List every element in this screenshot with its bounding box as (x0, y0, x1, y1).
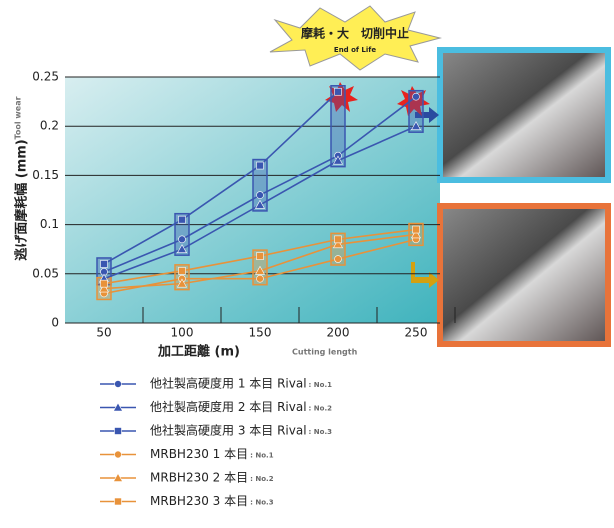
banner-sub: End of Life (334, 46, 376, 54)
legend-marker (114, 380, 122, 388)
point (176, 278, 188, 288)
point (410, 229, 422, 239)
legend-marker (114, 450, 122, 459)
point (178, 267, 186, 275)
point (332, 155, 344, 165)
point (412, 92, 420, 101)
legend-marker (112, 402, 124, 412)
legend-note: : No.3 (309, 428, 333, 436)
legend-marker (114, 427, 122, 435)
point (100, 279, 108, 288)
legend-label: MRBH230 2 本目 (150, 471, 248, 485)
point (176, 244, 188, 253)
point (178, 215, 186, 224)
legend-note: : No.1 (309, 381, 333, 389)
legend-note: : No.3 (250, 499, 274, 507)
y-tick-label: 0.2 (40, 119, 59, 133)
point (256, 252, 264, 260)
legend-note: : No.2 (250, 475, 274, 483)
legend-note: : No.2 (309, 405, 333, 413)
x-tick-label: 200 (327, 326, 350, 340)
x-tick-label: 50 (96, 326, 111, 340)
arrow (411, 262, 439, 288)
legend-marker (114, 497, 122, 506)
x-axis-label: 加工距離 (m) (157, 344, 240, 360)
group-box (408, 89, 424, 133)
series-line (103, 91, 339, 265)
group-box (174, 212, 190, 256)
point (256, 161, 264, 170)
legend-marker (112, 472, 124, 482)
x-axis-label-en: Cutting length (292, 348, 358, 357)
point (334, 87, 342, 96)
legend-label: 他社製高硬度用 3 本目 Rival (150, 423, 307, 438)
arrow (415, 107, 439, 123)
point (254, 199, 266, 209)
group-box (252, 158, 268, 212)
point (256, 274, 264, 283)
y-axis-label: 逃げ面摩耗幅 (mm) (14, 139, 30, 261)
point (100, 260, 108, 268)
point (178, 235, 186, 244)
y-tick-label: 0 (51, 316, 59, 330)
y-tick-label: 0.1 (40, 217, 59, 231)
banner: 摩耗・大 切削中止 (301, 26, 409, 41)
photo-mrbh (437, 203, 611, 347)
y-tick-label: 0.05 (32, 266, 59, 280)
legend-label: 他社製高硬度用 2 本目 Rival (150, 399, 307, 414)
x-tick-label: 250 (405, 326, 428, 340)
y-tick-label: 0.25 (32, 70, 59, 84)
point (334, 255, 342, 263)
point (256, 191, 264, 199)
point (98, 283, 110, 293)
legend-label: MRBH230 1 本目 (150, 447, 248, 461)
point (410, 121, 422, 130)
point (332, 239, 344, 249)
legend-label: 他社製高硬度用 1 本目 Rival (150, 376, 307, 391)
x-tick-label: 100 (171, 326, 194, 340)
burst (325, 82, 358, 112)
x-tick-label: 150 (249, 326, 272, 340)
banner-shape (269, 5, 442, 71)
legend-label: MRBH230 3 本目 (150, 494, 248, 508)
legend-note: : No.1 (250, 452, 274, 460)
group-box (330, 85, 346, 168)
point (254, 265, 266, 275)
point (412, 225, 420, 234)
y-tick-label: 0.15 (32, 168, 59, 182)
photo-rival (437, 47, 611, 183)
point (334, 235, 342, 244)
y-axis-label-en: Tool wear (14, 96, 23, 139)
burst (397, 86, 430, 116)
